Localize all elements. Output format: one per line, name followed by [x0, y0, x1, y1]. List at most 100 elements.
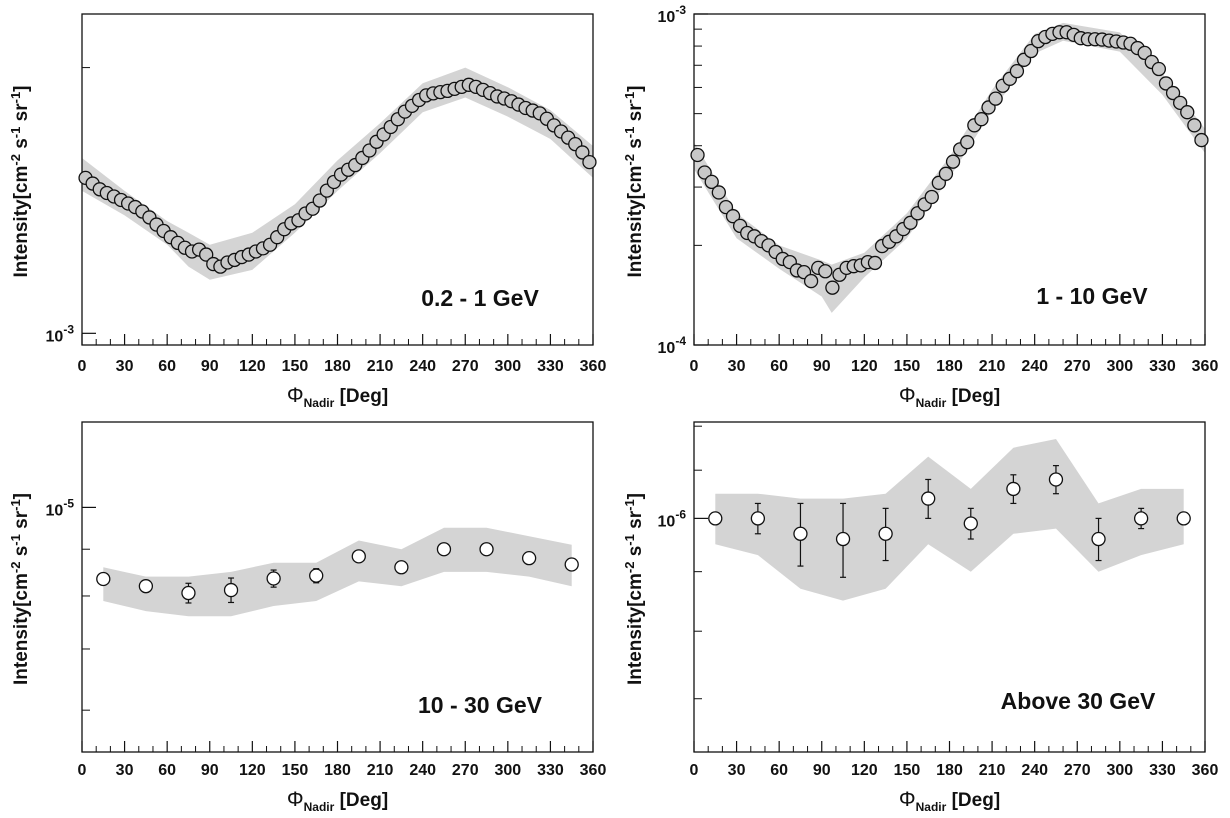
x-axis-title: ΦNadir [Deg] [899, 788, 1000, 814]
data-point [521, 550, 537, 566]
x-tick-label: 240 [409, 762, 436, 779]
data-point [1091, 531, 1106, 547]
x-tick-label: 30 [728, 358, 746, 375]
x-tick-label: 360 [1192, 358, 1219, 375]
x-tick-label: 0 [690, 762, 699, 779]
data-point [96, 571, 111, 587]
x-tick-label: 330 [537, 762, 564, 779]
data-point [1048, 472, 1064, 487]
x-tick-label: 330 [537, 358, 564, 375]
x-tick-label: 300 [494, 358, 521, 375]
data-point [725, 209, 741, 224]
data-point [1023, 43, 1039, 59]
y-tick-label: 10-3 [46, 322, 75, 345]
y-tick-label: 10-5 [46, 496, 75, 519]
data-point [750, 511, 766, 526]
data-point [945, 154, 961, 169]
y-tick-label: 10-4 [658, 334, 687, 357]
x-tick-label: 360 [580, 358, 607, 375]
x-tick-label: 0 [690, 358, 699, 375]
data-point [436, 542, 452, 557]
x-tick-label: 330 [1149, 358, 1176, 375]
x-tick-label: 270 [1064, 358, 1091, 375]
data-point [793, 526, 808, 541]
x-tick-label: 30 [728, 762, 746, 779]
y-tick-label: 10-6 [658, 507, 687, 530]
data-point [1176, 511, 1191, 526]
data-point [1006, 481, 1021, 497]
data-point [818, 264, 833, 279]
x-tick-label: 90 [201, 358, 219, 375]
x-axis-title: ΦNadir [Deg] [287, 788, 388, 814]
data-point [803, 273, 819, 289]
data-point [199, 247, 214, 262]
data-point [309, 568, 324, 583]
data-point [867, 255, 883, 271]
x-tick-label: 210 [367, 358, 394, 375]
data-point [582, 154, 597, 170]
data-point [575, 145, 590, 160]
data-point [1180, 105, 1195, 120]
data-point [138, 579, 154, 594]
x-tick-label: 30 [116, 358, 134, 375]
energy-range-label: 0.2 - 1 GeV [421, 285, 539, 311]
x-tick-label: 60 [770, 762, 788, 779]
x-tick-label: 270 [452, 762, 479, 779]
data-point [1173, 95, 1188, 110]
x-tick-label: 30 [116, 762, 134, 779]
energy-range-label: 10 - 30 GeV [418, 692, 543, 718]
x-tick-label: 150 [282, 762, 309, 779]
data-point [708, 511, 723, 526]
x-tick-label: 210 [979, 358, 1006, 375]
data-point [1187, 118, 1202, 133]
x-tick-label: 240 [1021, 762, 1048, 779]
x-tick-label: 270 [1064, 762, 1091, 779]
data-point [938, 166, 954, 181]
systematic-band [103, 527, 572, 617]
x-tick-label: 360 [1192, 762, 1219, 779]
chart-panel-4: 0 30 60 90 120 150 180 210 240 270 300 330 360 10-6 In… [622, 421, 1219, 814]
x-tick-label: 300 [1106, 762, 1133, 779]
x-tick-label: 210 [979, 762, 1006, 779]
data-point [1151, 61, 1167, 77]
data-point [960, 135, 975, 150]
x-tick-label: 240 [409, 358, 436, 375]
x-tick-label: 120 [851, 762, 878, 779]
data-point [963, 516, 978, 531]
x-tick-label: 180 [936, 358, 963, 375]
x-tick-label: 180 [936, 762, 963, 779]
x-tick-label: 90 [813, 762, 831, 779]
x-tick-label: 180 [324, 762, 351, 779]
x-tick-label: 0 [78, 762, 87, 779]
data-point [835, 531, 851, 547]
energy-range-label: 1 - 10 GeV [1036, 283, 1148, 309]
y-axis-title: Intensity[cm-2 s-1 sr-1] [8, 493, 32, 685]
data-point [351, 549, 366, 564]
y-axis-title: Intensity[cm-2 s-1 sr-1] [622, 493, 646, 685]
chart-panel-3: 0 30 60 90 120 150 180 210 240 270 300 330 360 10-5 In… [8, 421, 606, 814]
x-tick-label: 120 [239, 762, 266, 779]
x-tick-label: 60 [770, 358, 788, 375]
data-point [988, 91, 1003, 106]
data-point [1133, 511, 1149, 526]
x-axis-title: ΦNadir [Deg] [287, 384, 388, 410]
data-point [1194, 132, 1209, 148]
x-tick-label: 60 [158, 762, 176, 779]
energy-range-label: Above 30 GeV [1001, 688, 1156, 714]
x-tick-label: 150 [894, 762, 921, 779]
data-point [921, 491, 936, 506]
data-point [1009, 63, 1025, 79]
y-axis-title: Intensity[cm-2 s-1 sr-1] [622, 85, 646, 277]
x-tick-label: 150 [282, 358, 309, 375]
x-tick-label: 120 [851, 358, 878, 375]
data-point [704, 174, 719, 190]
data-point [825, 280, 840, 295]
systematic-band [715, 439, 1184, 601]
data-point [1165, 85, 1181, 101]
x-tick-label: 0 [78, 358, 87, 375]
x-tick-label: 210 [367, 762, 394, 779]
x-tick-label: 330 [1149, 762, 1176, 779]
data-point [1158, 76, 1174, 91]
data-point [974, 112, 989, 127]
x-tick-label: 240 [1021, 358, 1048, 375]
